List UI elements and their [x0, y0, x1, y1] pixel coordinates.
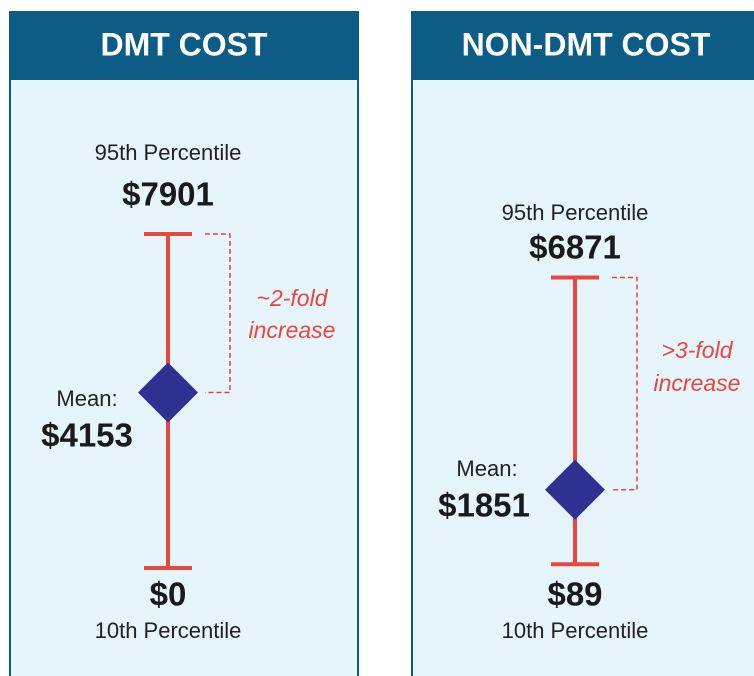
bracket — [612, 276, 638, 491]
top-label: 95th Percentile — [502, 200, 649, 225]
bottom-label: 10th Percentile — [502, 618, 649, 643]
bottom-label: 10th Percentile — [95, 618, 242, 643]
panel-header — [10, 12, 358, 80]
mean-marker — [545, 459, 605, 520]
bracket — [205, 233, 231, 394]
mean-label: Mean: — [56, 386, 117, 411]
annotation: >3-fold — [662, 337, 734, 363]
annotation: ~2-fold — [257, 285, 329, 311]
annotation: increase — [654, 370, 741, 396]
panel — [9, 11, 359, 676]
bottom-value: $0 — [150, 576, 187, 613]
mean-value: $4153 — [41, 417, 133, 454]
mean-label: Mean: — [456, 456, 517, 481]
mean-value: $1851 — [438, 487, 530, 524]
bottom-value: $89 — [547, 576, 602, 613]
annotation: increase — [249, 317, 336, 343]
top-value: $6871 — [529, 229, 621, 266]
mean-marker — [138, 362, 198, 423]
panel-header — [412, 12, 754, 80]
panel-title: NON-DMT COST — [462, 26, 711, 62]
panel-title: DMT COST — [100, 26, 268, 62]
top-label: 95th Percentile — [95, 140, 242, 165]
top-value: $7901 — [122, 176, 214, 213]
